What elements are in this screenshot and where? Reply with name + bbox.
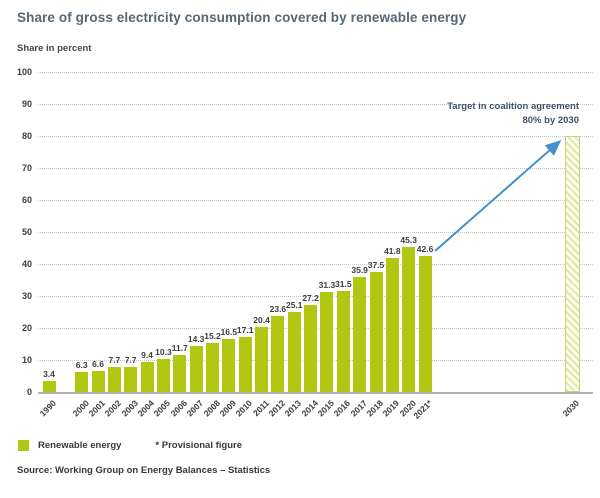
bar-value-label: 23.6 <box>269 304 287 315</box>
y-axis-tick-labels: 0 10 20 30 40 50 60 70 80 90 100 <box>0 67 32 397</box>
bar-value-label: 27.2 <box>302 292 319 303</box>
bar <box>336 291 350 392</box>
bar <box>42 381 56 392</box>
source-line: Source: Working Group on Energy Balances… <box>17 465 271 476</box>
bar-value-label: 16.5 <box>220 327 238 338</box>
x-tick-label: 1990 <box>37 398 59 419</box>
legend-label: Renewable energy <box>38 440 122 451</box>
bar <box>418 255 432 392</box>
plot-area: Target in coalition agreement 80% by 203… <box>38 72 593 421</box>
y-tick-label: 40 <box>21 259 32 269</box>
provisional-footnote: * Provisional figure <box>155 440 242 451</box>
gridline <box>38 296 593 297</box>
bar-value-label: 6.6 <box>92 358 104 369</box>
bar-value-label: 14.3 <box>187 334 205 345</box>
bar-value-label: 45.3 <box>400 235 417 246</box>
bar <box>91 370 105 392</box>
bar <box>353 277 367 392</box>
bar-value-label: 15.2 <box>204 331 221 342</box>
bar-value-label: 25.1 <box>285 299 303 310</box>
gridline <box>38 72 593 73</box>
gridline <box>38 104 593 105</box>
chart-title: Share of gross electricity consumption c… <box>17 10 467 25</box>
y-tick-label: 60 <box>21 195 32 205</box>
target-annotation-line2: 80% by 2030 <box>522 115 579 126</box>
bar <box>222 339 236 392</box>
bar-value-label: 17.1 <box>236 325 254 336</box>
bar <box>156 359 170 392</box>
y-tick-label: 80 <box>21 131 32 141</box>
bar-value-label: 9.4 <box>141 349 153 360</box>
bar-value-label: 31.5 <box>335 279 352 290</box>
gridline <box>38 200 593 201</box>
bar <box>385 258 399 392</box>
bar <box>206 343 219 392</box>
bar-value-label: 3.4 <box>43 369 55 380</box>
bar <box>189 346 203 392</box>
bar <box>173 354 187 392</box>
bar <box>75 371 89 392</box>
gridline <box>38 232 593 233</box>
bar-value-label: 42.6 <box>416 243 434 254</box>
bar <box>402 247 416 392</box>
bar <box>271 316 285 392</box>
bar <box>140 361 154 392</box>
target-annotation: Target in coalition agreement 80% by 203… <box>447 100 579 128</box>
bar-value-label: 7.7 <box>124 355 137 366</box>
bar-value-label: 20.4 <box>253 314 270 325</box>
bar-value-label: 37.5 <box>367 260 385 270</box>
gridline <box>38 168 593 169</box>
bar <box>255 326 269 392</box>
gridline <box>38 136 593 137</box>
bar <box>369 272 383 392</box>
bar-value-label: 6.3 <box>75 359 88 370</box>
target-annotation-line1: Target in coalition agreement <box>447 101 579 112</box>
y-tick-label: 70 <box>21 163 32 173</box>
y-tick-label: 90 <box>21 99 32 109</box>
bar-value-label: 11.7 <box>171 342 188 353</box>
legend: Renewable energy * Provisional figure <box>18 440 242 451</box>
bar <box>238 337 252 392</box>
bar-value-label: 7.7 <box>108 355 121 366</box>
bar-value-label: 10.3 <box>155 347 172 358</box>
bar-value-label: 35.9 <box>351 265 368 276</box>
bar <box>124 367 138 392</box>
y-tick-label: 20 <box>21 323 32 333</box>
y-tick-label: 100 <box>16 67 32 77</box>
bar <box>320 291 334 392</box>
y-axis-title: Share in percent <box>17 43 92 54</box>
y-tick-label: 50 <box>21 227 32 237</box>
renewable-energy-swatch-icon <box>18 440 29 451</box>
bar-value-label: 31.3 <box>318 279 336 290</box>
y-tick-label: 0 <box>26 387 32 397</box>
target-bar-2030 <box>564 136 580 392</box>
y-tick-label: 30 <box>21 291 32 301</box>
bar <box>304 304 318 392</box>
x-tick-label: 2030 <box>560 398 582 419</box>
bar <box>107 367 121 392</box>
bar <box>287 311 301 392</box>
y-tick-label: 10 <box>21 355 32 365</box>
bar-value-label: 41.8 <box>384 246 401 257</box>
gridline <box>38 264 593 265</box>
